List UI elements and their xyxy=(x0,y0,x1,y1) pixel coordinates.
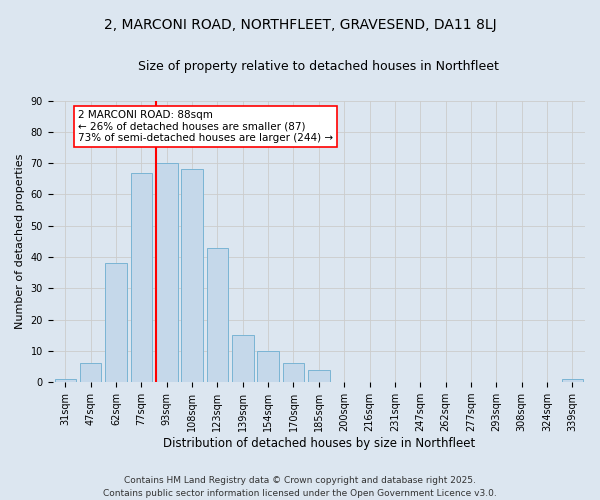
Text: 2 MARCONI ROAD: 88sqm
← 26% of detached houses are smaller (87)
73% of semi-deta: 2 MARCONI ROAD: 88sqm ← 26% of detached … xyxy=(78,110,333,143)
Text: 2, MARCONI ROAD, NORTHFLEET, GRAVESEND, DA11 8LJ: 2, MARCONI ROAD, NORTHFLEET, GRAVESEND, … xyxy=(104,18,496,32)
Title: Size of property relative to detached houses in Northfleet: Size of property relative to detached ho… xyxy=(139,60,499,73)
Text: Contains HM Land Registry data © Crown copyright and database right 2025.
Contai: Contains HM Land Registry data © Crown c… xyxy=(103,476,497,498)
Bar xyxy=(206,248,228,382)
Bar xyxy=(156,163,178,382)
Bar xyxy=(181,170,203,382)
Bar xyxy=(232,336,254,382)
Bar xyxy=(283,364,304,382)
Bar xyxy=(257,351,279,382)
Y-axis label: Number of detached properties: Number of detached properties xyxy=(15,154,25,329)
Bar xyxy=(131,172,152,382)
Bar xyxy=(55,379,76,382)
Bar xyxy=(105,264,127,382)
Bar xyxy=(80,364,101,382)
Bar xyxy=(562,379,583,382)
X-axis label: Distribution of detached houses by size in Northfleet: Distribution of detached houses by size … xyxy=(163,437,475,450)
Bar xyxy=(308,370,329,382)
